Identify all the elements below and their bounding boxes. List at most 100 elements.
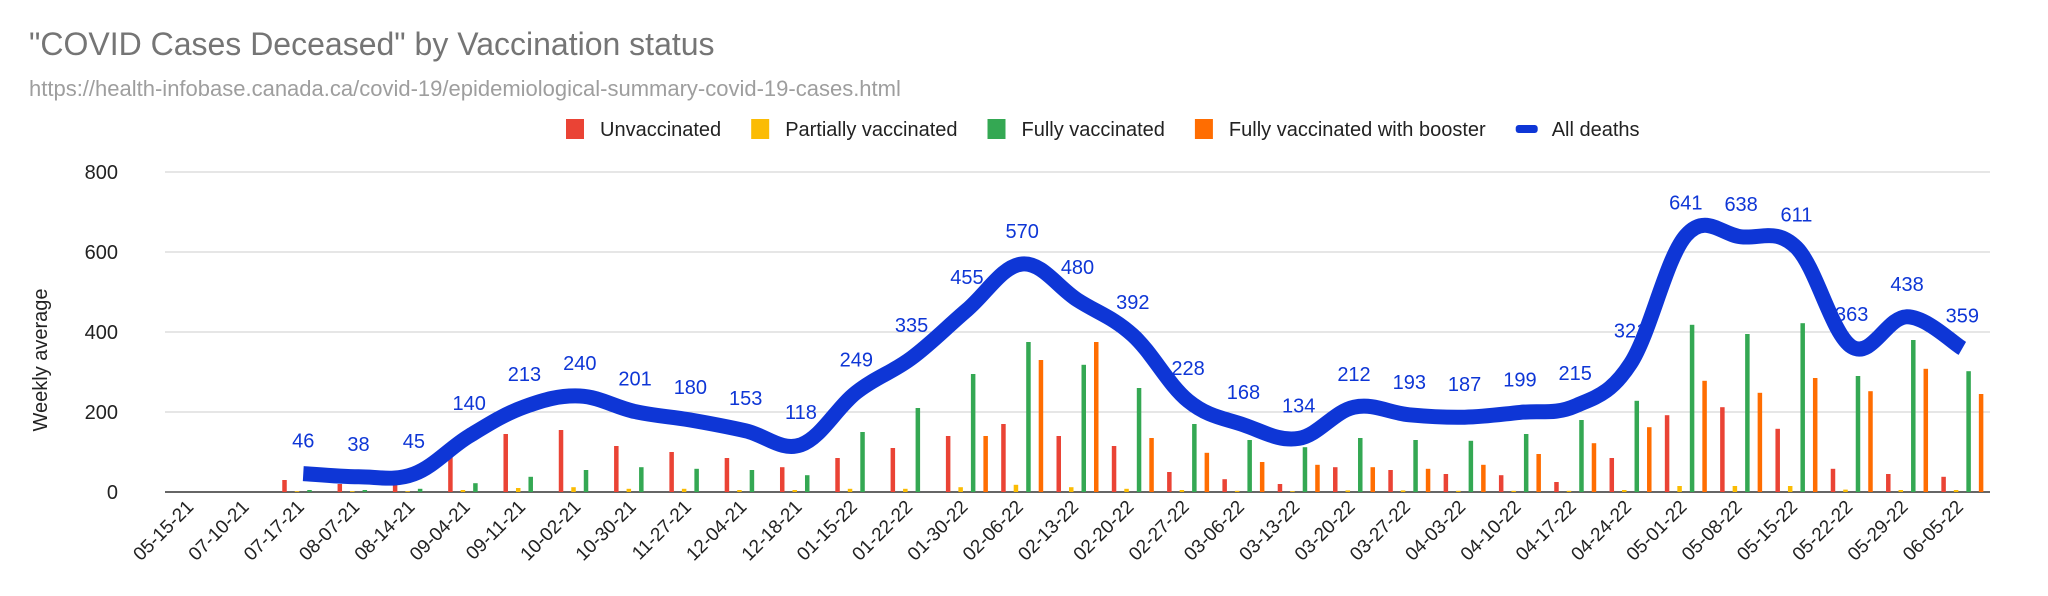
bar-unvaccinated bbox=[1830, 468, 1836, 492]
bar-unvaccinated bbox=[1388, 470, 1393, 492]
bar-fully-vaccinated-with-booster bbox=[1038, 360, 1044, 492]
x-axis-ticks: 05-15-2107-10-2107-17-2108-07-2108-14-21… bbox=[130, 497, 1968, 566]
x-tick-label: 03-20-22 bbox=[1291, 497, 1360, 566]
legend: Unvaccinated Partially vaccinated Fully va… bbox=[566, 119, 1640, 141]
bar-fully-vaccinated-with-booster bbox=[1978, 394, 1984, 492]
data-label: 480 bbox=[1061, 257, 1094, 279]
bar-partially-vaccinated bbox=[1787, 486, 1793, 492]
bar-unvaccinated bbox=[890, 448, 896, 492]
bar-unvaccinated bbox=[1333, 467, 1338, 492]
x-tick-label: 04-17-22 bbox=[1512, 497, 1581, 566]
all-deaths-line bbox=[302, 217, 1967, 486]
legend-label-fully-vaccinated-with-booster: Fully vaccinated with booster bbox=[1229, 119, 1486, 141]
bar-fully-vaccinated bbox=[1800, 323, 1805, 492]
bar-partially-vaccinated bbox=[1124, 488, 1129, 492]
bar-partially-vaccinated bbox=[1345, 490, 1351, 492]
bar-unvaccinated bbox=[1720, 407, 1725, 492]
data-label: 187 bbox=[1448, 374, 1481, 396]
bar-unvaccinated bbox=[1498, 475, 1504, 492]
bar-unvaccinated bbox=[1554, 482, 1559, 492]
bar-partially-vaccinated bbox=[515, 488, 521, 492]
bar-partially-vaccinated bbox=[1566, 490, 1572, 492]
bar-fully-vaccinated bbox=[528, 476, 533, 492]
bar-partially-vaccinated bbox=[1179, 490, 1185, 492]
x-tick-label: 07-17-21 bbox=[240, 497, 309, 566]
bar-fully-vaccinated-with-booster bbox=[1149, 438, 1154, 492]
bar-fully-vaccinated bbox=[860, 432, 865, 492]
data-label: 199 bbox=[1503, 369, 1536, 391]
data-label: 153 bbox=[729, 388, 762, 410]
bar-partially-vaccinated bbox=[1511, 490, 1516, 492]
x-tick-label: 08-14-21 bbox=[351, 497, 420, 566]
bar-partially-vaccinated bbox=[1013, 484, 1019, 492]
x-tick-label: 10-30-21 bbox=[572, 497, 641, 566]
bar-unvaccinated bbox=[503, 434, 508, 492]
x-tick-label: 05-29-22 bbox=[1844, 497, 1913, 566]
y-tick-label: 400 bbox=[85, 322, 118, 344]
bar-unvaccinated bbox=[448, 444, 453, 492]
y-tick-label: 200 bbox=[85, 402, 118, 424]
data-label: 611 bbox=[1780, 205, 1812, 227]
y-axis-label: Weekly average bbox=[30, 288, 52, 431]
x-tick-label: 02-13-22 bbox=[1014, 497, 1083, 566]
bars bbox=[282, 323, 1984, 492]
bar-fully-vaccinated-with-booster bbox=[1647, 427, 1652, 492]
bar-fully-vaccinated-with-booster bbox=[1481, 464, 1486, 492]
bar-partially-vaccinated bbox=[1400, 490, 1406, 492]
bar-fully-vaccinated-with-booster bbox=[1868, 391, 1873, 492]
bar-fully-vaccinated bbox=[1911, 340, 1916, 492]
legend-swatch-fully-vaccinated bbox=[987, 119, 1006, 139]
bar-unvaccinated bbox=[392, 482, 398, 492]
bar-fully-vaccinated-with-booster bbox=[983, 436, 988, 492]
bar-unvaccinated bbox=[1222, 479, 1227, 492]
bar-partially-vaccinated bbox=[571, 487, 576, 492]
x-tick-label: 03-13-22 bbox=[1236, 497, 1305, 566]
legend-swatch-all-deaths bbox=[1515, 125, 1538, 133]
bar-unvaccinated bbox=[1001, 424, 1006, 492]
bar-partially-vaccinated bbox=[1069, 487, 1074, 492]
x-tick-label: 10-02-21 bbox=[517, 497, 586, 566]
bar-partially-vaccinated bbox=[1843, 489, 1848, 492]
data-label: 46 bbox=[292, 431, 314, 453]
bar-partially-vaccinated bbox=[1234, 490, 1240, 492]
bar-fully-vaccinated bbox=[417, 488, 423, 492]
y-tick-label: 600 bbox=[85, 242, 118, 264]
bar-partially-vaccinated bbox=[294, 491, 300, 492]
bar-unvaccinated bbox=[1664, 415, 1670, 492]
x-tick-label: 05-01-22 bbox=[1623, 497, 1692, 566]
bar-fully-vaccinated bbox=[804, 475, 810, 492]
bar-partially-vaccinated bbox=[1732, 486, 1738, 492]
bar-partially-vaccinated bbox=[405, 491, 410, 492]
data-label: 193 bbox=[1393, 372, 1426, 394]
bar-fully-vaccinated bbox=[694, 468, 699, 492]
data-label: 180 bbox=[674, 377, 707, 399]
bar-fully-vaccinated bbox=[1634, 400, 1640, 492]
bar-unvaccinated bbox=[1886, 474, 1891, 492]
x-tick-label: 07-10-21 bbox=[185, 497, 254, 566]
data-label: 201 bbox=[618, 369, 651, 391]
bar-fully-vaccinated bbox=[639, 467, 644, 492]
bar-fully-vaccinated-with-booster bbox=[1757, 392, 1763, 492]
bar-fully-vaccinated bbox=[970, 374, 976, 492]
data-label: 249 bbox=[840, 349, 873, 371]
bar-partially-vaccinated bbox=[847, 488, 853, 492]
x-tick-label: 05-15-21 bbox=[130, 497, 199, 566]
data-label: 570 bbox=[1006, 221, 1039, 243]
data-label: 641 bbox=[1669, 193, 1702, 215]
bar-partially-vaccinated bbox=[1622, 490, 1627, 492]
bar-fully-vaccinated bbox=[1302, 447, 1308, 492]
bar-fully-vaccinated-with-booster bbox=[1315, 464, 1320, 492]
bar-fully-vaccinated-with-booster bbox=[1923, 368, 1929, 492]
x-tick-label: 01-15-22 bbox=[793, 497, 862, 566]
bar-fully-vaccinated bbox=[362, 490, 368, 492]
all-deaths-line-path bbox=[302, 217, 1967, 486]
bar-fully-vaccinated bbox=[473, 483, 478, 492]
bar-unvaccinated bbox=[1941, 476, 1946, 492]
bar-fully-vaccinated-with-booster bbox=[1094, 342, 1099, 492]
bar-fully-vaccinated bbox=[1192, 424, 1197, 492]
bar-fully-vaccinated bbox=[1579, 420, 1584, 492]
bar-fully-vaccinated-with-booster bbox=[1702, 380, 1707, 492]
bar-fully-vaccinated bbox=[1081, 364, 1086, 492]
x-tick-label: 12-18-21 bbox=[738, 497, 807, 566]
data-label: 168 bbox=[1227, 382, 1260, 404]
